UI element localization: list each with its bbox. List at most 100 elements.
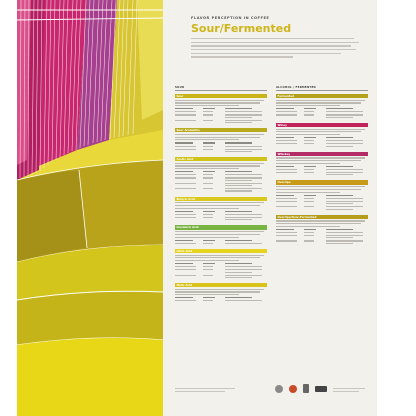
table-row <box>175 177 267 179</box>
left-column-heading: SOUR <box>175 86 185 89</box>
table-row <box>175 119 267 121</box>
section-winey: Winey <box>276 122 368 147</box>
title-main: Sour <box>191 22 220 35</box>
table-row <box>175 111 267 113</box>
table-row-continuation <box>276 237 368 239</box>
table-row-continuation <box>276 208 368 210</box>
section-description <box>276 220 368 227</box>
reference-table <box>175 263 267 278</box>
section-acetic-acid: Acetic Acid <box>175 157 267 192</box>
title-second: Fermented <box>223 22 292 35</box>
table-row-continuation <box>175 179 267 181</box>
table-row-continuation <box>175 150 267 152</box>
table-row <box>276 231 368 234</box>
section-header: Winey <box>276 122 368 127</box>
table-row-continuation <box>276 116 368 118</box>
table-row-continuation <box>175 122 267 124</box>
section-header: Isovaleric Acid <box>175 225 267 230</box>
section-sour: Sour <box>175 94 267 124</box>
section-malic-acid: Malic Acid <box>175 283 267 302</box>
table-header <box>276 137 368 139</box>
section-header: Sour Aromatics <box>175 128 267 133</box>
table-row <box>175 174 267 176</box>
section-fermented: Fermented <box>276 94 368 118</box>
section-description <box>175 288 267 296</box>
table-row <box>276 168 368 171</box>
section-overripe: Overripe <box>276 180 368 210</box>
table-row <box>276 197 368 199</box>
table-header <box>276 228 368 230</box>
table-row <box>276 140 368 142</box>
reference-table <box>276 194 368 210</box>
reference-table <box>175 297 267 302</box>
table-row <box>175 114 267 116</box>
section-description <box>276 99 368 107</box>
section-description <box>276 157 368 164</box>
table-row <box>276 143 368 145</box>
table-row <box>175 266 267 268</box>
table-row-continuation <box>276 174 368 176</box>
reference-table <box>276 165 368 176</box>
table-row <box>276 240 368 242</box>
section-header: Acetic Acid <box>175 157 267 162</box>
table-row-continuation <box>276 203 368 205</box>
reference-table <box>175 210 267 221</box>
logo-row <box>275 384 327 393</box>
section-header: Overripe/Over-Fermented <box>276 214 368 219</box>
poster-title: Sour/Fermented <box>191 22 291 35</box>
reference-table <box>175 108 267 124</box>
section-isovaleric-acid: Isovaleric Acid <box>175 225 267 244</box>
table-header <box>175 210 267 212</box>
table-row <box>175 213 267 215</box>
table-header <box>175 108 267 110</box>
logo-wordmark-icon <box>315 385 327 392</box>
table-row <box>276 206 368 208</box>
section-description <box>175 133 267 141</box>
table-row-continuation <box>175 271 267 273</box>
table-header <box>175 297 267 299</box>
section-description <box>175 231 267 238</box>
table-row <box>276 200 368 202</box>
logo-mark-icon <box>303 384 309 393</box>
table-row <box>175 148 267 150</box>
table-row <box>175 300 267 302</box>
section-description <box>276 186 368 193</box>
section-sour-aromatics: Sour Aromatics <box>175 128 267 152</box>
table-row <box>175 242 267 244</box>
section-description <box>175 99 267 107</box>
footer-text <box>175 388 235 390</box>
table-row <box>175 182 267 184</box>
section-butyric-acid: Butyric Acid <box>175 196 267 221</box>
reference-table <box>276 228 368 244</box>
poster-kicker: FLAVOR PERCEPTION IN COFFEE <box>191 16 270 20</box>
info-panel: FLAVOR PERCEPTION IN COFFEE Sour/Ferment… <box>163 0 377 416</box>
table-row <box>175 269 267 271</box>
table-header <box>276 108 368 110</box>
table-header <box>175 239 267 241</box>
reference-table <box>276 108 368 118</box>
section-overripe-fermented: Overripe/Over-Fermented <box>276 214 368 244</box>
section-description <box>276 128 368 136</box>
reference-table <box>276 137 368 147</box>
table-row-continuation <box>175 116 267 118</box>
table-header <box>175 263 267 265</box>
section-whiskey: Whiskey <box>276 151 368 176</box>
table-row-continuation <box>175 190 267 192</box>
table-header <box>175 171 267 173</box>
footer-text <box>333 391 359 393</box>
section-description <box>175 254 267 262</box>
logo-seal-icon <box>289 384 297 393</box>
section-citric-acid: Citric Acid <box>175 248 267 278</box>
section-header: Butyric Acid <box>175 196 267 201</box>
section-description <box>175 202 267 209</box>
table-row <box>175 145 267 147</box>
title-slash: / <box>219 22 224 35</box>
footer-text <box>175 391 225 393</box>
table-row-continuation <box>276 242 368 244</box>
table-row-continuation <box>175 185 267 187</box>
right-column-rule <box>276 90 368 91</box>
right-column-heading: ALCOHOL / FERMENTED <box>276 86 317 89</box>
section-description <box>175 162 267 170</box>
reference-table <box>175 171 267 192</box>
left-column-rule <box>175 90 267 91</box>
